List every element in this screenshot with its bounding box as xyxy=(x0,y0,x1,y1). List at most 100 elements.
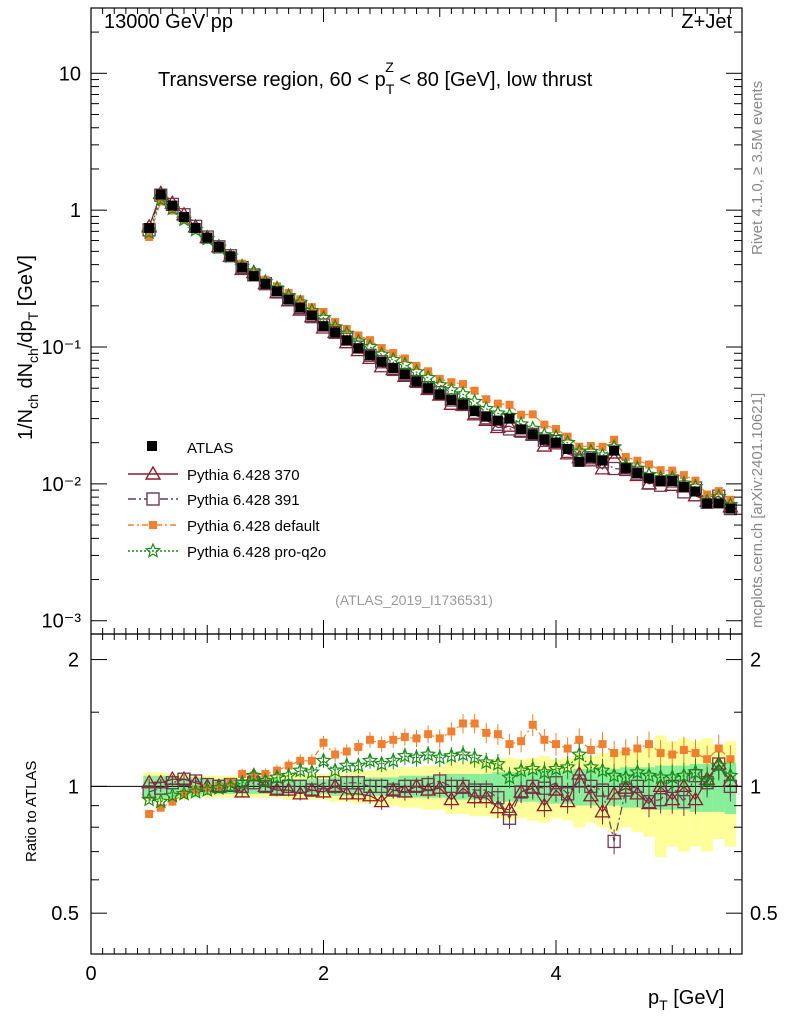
title-main: Transverse region, 60 < p xyxy=(158,69,386,91)
legend: ATLAS Pythia 6.428 370 Pythia 6.428 391 … xyxy=(128,440,326,561)
ratio-panel-marks xyxy=(140,713,739,855)
ratio-point-sq2o xyxy=(617,768,634,785)
x-axis-label: pT [GeV] xyxy=(648,987,724,1013)
ratio-point-sdef xyxy=(598,740,607,749)
main-point-s370 xyxy=(501,417,518,432)
ratio-point-sdef xyxy=(342,747,351,756)
atlas-data-point xyxy=(388,363,399,374)
ratio-point-sq2o xyxy=(699,772,716,788)
ratio-point-sq2o xyxy=(280,767,297,783)
ratio-band-inner xyxy=(492,772,504,802)
y-tick-label: 10⁻² xyxy=(42,474,82,496)
mcplots-label: mcplots.cern.ch [arXiv:2401.10621] xyxy=(749,393,766,628)
atlas-data-point xyxy=(155,189,166,200)
ratio-point-s370 xyxy=(443,791,460,806)
ratio-point-sdef xyxy=(540,735,549,744)
ratio-point-sq2o xyxy=(640,767,658,783)
main-point-sq2o xyxy=(396,356,413,372)
main-point-sq2o xyxy=(141,223,158,240)
legend-391-label: Pythia 6.428 391 xyxy=(187,492,300,509)
ratio-point-sq2o xyxy=(501,768,518,785)
main-series-line-sq2o xyxy=(148,198,731,506)
x-tick-label: 4 xyxy=(550,963,561,985)
ratio-point-sdef xyxy=(307,756,316,765)
main-point-sdef xyxy=(273,282,281,291)
atlas-data-point xyxy=(341,335,352,346)
x-tick-label: 0 xyxy=(85,963,96,985)
atlas-data-point xyxy=(225,251,236,262)
ratio-point-sdef xyxy=(610,749,619,758)
ratio-point-s391 xyxy=(491,791,505,805)
ratio-point-s370 xyxy=(582,787,600,802)
main-point-sdef xyxy=(156,197,165,206)
main-point-sdef xyxy=(645,460,653,469)
legend-atlas-marker xyxy=(147,441,157,451)
ratio-point-sdef xyxy=(377,740,386,749)
main-series-line-s370 xyxy=(148,192,731,508)
ratio-point-sdef xyxy=(563,744,572,753)
main-point-sdef xyxy=(470,386,479,395)
ratio-point-s391 xyxy=(607,834,621,849)
ratio-point-sdef xyxy=(668,750,677,759)
main-point-sq2o xyxy=(315,309,332,325)
atlas-data-point xyxy=(551,437,561,448)
ratio-point-sq2o xyxy=(466,749,483,765)
atlas-data-point xyxy=(237,262,248,273)
ratio-point-s370 xyxy=(233,783,251,798)
ratio-point-sq2o xyxy=(175,785,193,801)
ratio-point-s370 xyxy=(489,799,507,814)
atlas-data-point xyxy=(574,456,585,467)
ratio-point-sdef xyxy=(505,740,514,749)
ratio-point-s391 xyxy=(305,783,319,797)
atlas-data-point xyxy=(458,399,468,410)
ratio-point-sq2o xyxy=(582,758,599,775)
legend-370-marker xyxy=(144,465,162,480)
ratio-point-sq2o xyxy=(164,787,181,803)
atlas-data-point xyxy=(527,429,538,440)
rivet-label: Rivet 4.1.0, ≥ 3.5M events xyxy=(749,81,766,255)
ratio-point-sdef xyxy=(435,734,444,743)
ratio-point-sq2o xyxy=(210,779,227,796)
ratio-point-s370 xyxy=(396,783,414,798)
main-point-s370 xyxy=(489,419,507,434)
atlas-data-point xyxy=(260,278,271,289)
ratio-point-sdef xyxy=(331,750,340,759)
y-axis-label-ratio: Ratio to ATLAS xyxy=(23,761,40,862)
energy-label: 13000 GeV pp xyxy=(104,11,233,33)
ratio-point-sq2o xyxy=(687,763,704,780)
main-point-sq2o xyxy=(152,190,169,207)
main-point-sq2o xyxy=(385,351,402,367)
ratio-point-sq2o xyxy=(571,745,588,762)
ratio-point-sdef xyxy=(726,755,735,764)
main-point-sdef xyxy=(145,233,154,242)
main-point-s391 xyxy=(456,397,470,412)
ratio-point-s370 xyxy=(594,803,611,818)
ratio-point-s370 xyxy=(361,787,379,802)
atlas-data-point xyxy=(504,413,515,424)
ratio-point-sdef xyxy=(412,734,421,743)
main-point-sdef xyxy=(307,303,316,312)
ratio-point-sq2o xyxy=(385,752,402,768)
ratio-point-sdef xyxy=(459,719,467,728)
atlas-data-point xyxy=(248,271,259,282)
ratio-point-sq2o xyxy=(396,747,413,764)
legend-default-marker xyxy=(149,521,157,529)
ratio-y-tick-label-right: 0.5 xyxy=(750,903,778,925)
ratio-point-sdef xyxy=(296,756,305,765)
ratio-point-sq2o xyxy=(524,760,541,776)
ratio-point-sq2o xyxy=(350,757,367,773)
main-point-sq2o xyxy=(420,369,437,385)
title-sub: T xyxy=(386,81,395,97)
analysis-tag: (ATLAS_2019_I1736531) xyxy=(335,592,493,608)
ratio-point-sdef xyxy=(482,728,491,737)
ratio-point-sq2o xyxy=(559,758,576,775)
atlas-data-point xyxy=(330,327,341,338)
ratio-point-sq2o xyxy=(606,767,623,783)
atlas-data-point xyxy=(492,415,503,426)
atlas-data-point xyxy=(667,475,678,486)
ratio-point-sdef xyxy=(156,803,165,812)
ratio-point-s370 xyxy=(350,785,367,800)
atlas-data-point xyxy=(585,452,596,463)
ratio-y-tick-label-right: 2 xyxy=(750,650,761,672)
